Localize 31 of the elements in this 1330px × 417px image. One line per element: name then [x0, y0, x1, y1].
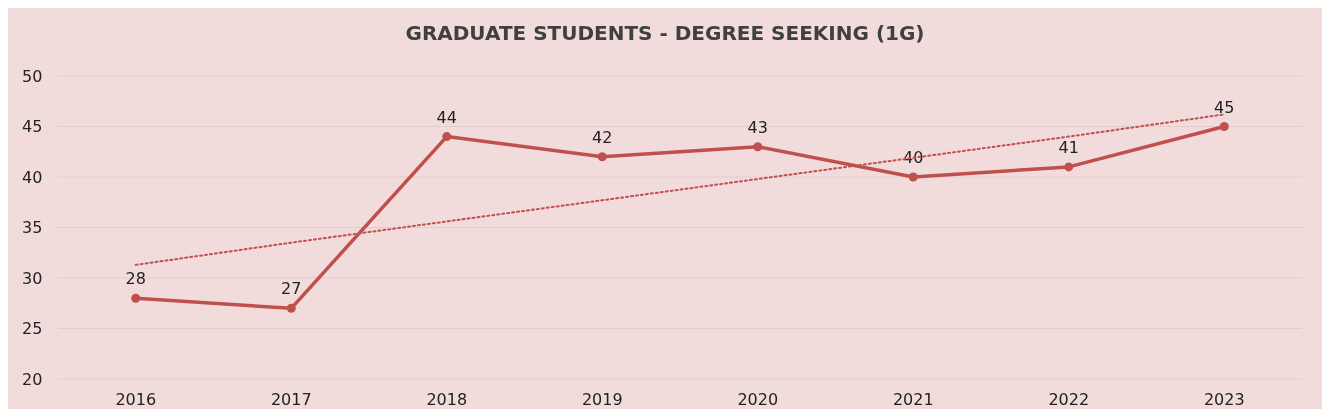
point [286, 303, 296, 313]
data-label: 27 [281, 279, 302, 299]
data-label: 41 [1058, 137, 1079, 157]
data-label: 42 [592, 127, 613, 147]
point [1219, 122, 1229, 131]
x-tick-label: 2022 [1048, 390, 1090, 409]
point [131, 293, 141, 303]
y-tick-label: 40 [22, 167, 43, 187]
x-tick-label: 2023 [1203, 390, 1245, 409]
data-label: 43 [747, 117, 768, 137]
chart-title: GRADUATE STUDENTS - DEGREE SEEKING (1G) [405, 21, 925, 45]
y-tick-label: 20 [22, 369, 43, 389]
y-tick-label: 30 [22, 268, 43, 288]
x-tick-label: 2021 [892, 390, 934, 409]
point [597, 152, 607, 162]
data-label: 44 [436, 107, 457, 127]
x-tick-label: 2018 [426, 390, 468, 409]
point [753, 142, 763, 152]
point [442, 132, 452, 142]
data-label: 45 [1214, 97, 1235, 117]
x-tick-label: 2020 [737, 390, 779, 409]
x-tick-label: 2016 [115, 390, 157, 409]
x-tick-label: 2019 [581, 390, 623, 409]
y-tick-label: 45 [22, 117, 43, 137]
y-tick-label: 35 [22, 218, 43, 238]
y-tick-label: 50 [22, 66, 43, 86]
data-label: 28 [125, 269, 146, 289]
point [908, 172, 918, 182]
y-tick-label: 25 [22, 319, 43, 339]
x-tick-label: 2017 [270, 390, 312, 409]
point [1064, 162, 1074, 172]
